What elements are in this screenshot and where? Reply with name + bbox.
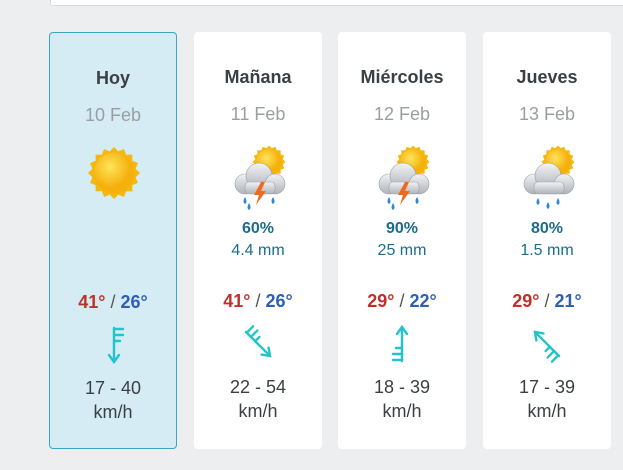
day-card[interactable]: Hoy 10 Feb 41° / 26° 17 - 40 km/h	[49, 32, 177, 449]
min-temp: 21°	[554, 291, 582, 311]
temperatures: 29° / 21°	[483, 290, 611, 312]
wind-arrow	[382, 324, 422, 369]
day-card[interactable]: Mañana 11 Feb 60% 4.4 mm 41° / 26° 22 - 54 km/…	[194, 32, 322, 449]
wind-speed: 22 - 54	[229, 377, 287, 397]
weather-icon	[367, 142, 437, 217]
separator: /	[544, 291, 550, 311]
weather-icon	[223, 142, 293, 217]
min-temp: 26°	[265, 291, 293, 311]
rain-probability: 80%	[530, 220, 564, 237]
day-date: 12 Feb	[373, 104, 431, 124]
max-temp: 29°	[367, 291, 395, 311]
wind-arrow	[238, 324, 278, 369]
day-name: Mañana	[224, 67, 292, 87]
separator: /	[110, 292, 116, 312]
day-name: Jueves	[516, 67, 578, 87]
max-temp: 41°	[78, 292, 106, 312]
wind-arrow	[94, 325, 134, 370]
day-name: Hoy	[95, 68, 130, 88]
weather-icon	[512, 142, 582, 217]
day-date: 13 Feb	[518, 104, 576, 124]
day-name: Miércoles	[360, 67, 444, 87]
separator: /	[255, 291, 261, 311]
min-temp: 22°	[409, 291, 437, 311]
rain-probability: 90%	[385, 220, 419, 237]
precipitation: 1.5 mm	[520, 242, 574, 259]
precipitation: 4.4 mm	[231, 242, 285, 259]
min-temp: 26°	[120, 292, 148, 312]
wind-unit: km/h	[93, 402, 133, 422]
temperatures: 29° / 22°	[338, 290, 466, 312]
top-panel	[50, 0, 623, 6]
wind-unit: km/h	[382, 401, 422, 421]
precipitation: 25 mm	[377, 242, 427, 259]
wind-speed: 17 - 39	[518, 377, 576, 397]
wind-speed: 17 - 40	[84, 378, 142, 398]
wind-arrow	[527, 324, 567, 369]
rain-probability: 60%	[241, 220, 275, 237]
weather-icon	[79, 143, 149, 218]
temperatures: 41° / 26°	[50, 291, 176, 313]
day-date: 11 Feb	[230, 104, 286, 124]
wind-unit: km/h	[238, 401, 278, 421]
day-card[interactable]: Jueves 13 Feb 80% 1.5 mm 29° / 21° 17 - 39 km/…	[483, 32, 611, 449]
max-temp: 29°	[512, 291, 540, 311]
temperatures: 41° / 26°	[194, 290, 322, 312]
max-temp: 41°	[223, 291, 251, 311]
day-date: 10 Feb	[84, 105, 142, 125]
day-card[interactable]: Miércoles 12 Feb 90% 25 mm 29° / 22° 18 - 39 k…	[338, 32, 466, 449]
separator: /	[399, 291, 405, 311]
wind-unit: km/h	[527, 401, 567, 421]
wind-speed: 18 - 39	[373, 377, 431, 397]
